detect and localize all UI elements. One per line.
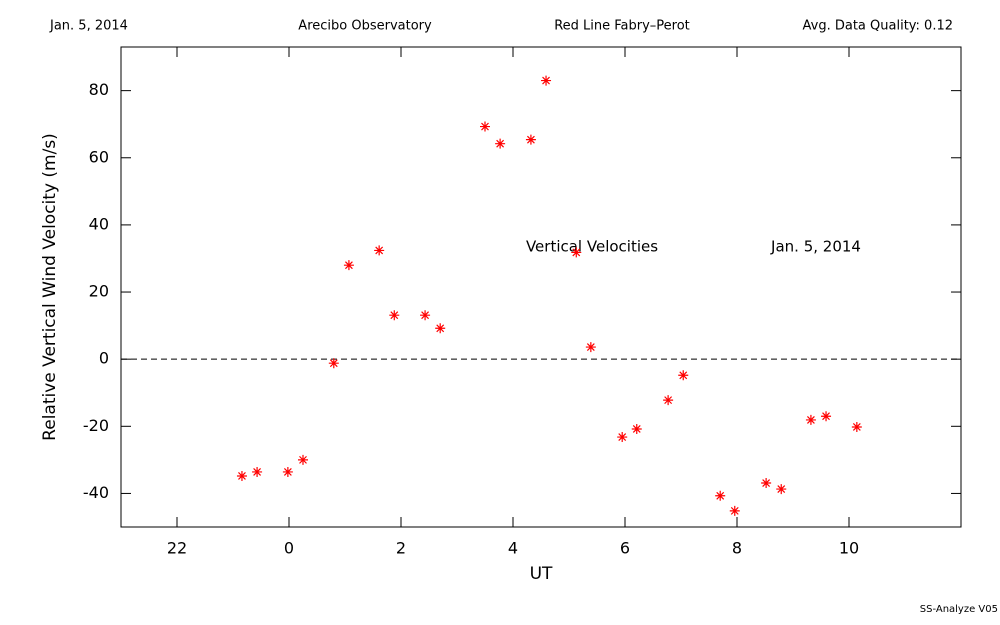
data-point: [617, 432, 628, 443]
x-tick-label: 10: [839, 539, 859, 558]
plot-frame: [120, 46, 962, 528]
data-point: [389, 310, 400, 321]
data-point: [761, 478, 772, 489]
data-point: [663, 395, 674, 406]
x-axis-label: UT: [530, 564, 553, 584]
y-axis-label: Relative Vertical Wind Velocity (m/s): [40, 133, 60, 441]
data-point: [420, 310, 431, 321]
data-point: [571, 247, 582, 258]
data-point: [252, 466, 263, 477]
y-tick-label: 60: [89, 147, 109, 166]
data-point: [328, 358, 339, 369]
data-point: [851, 421, 862, 432]
data-point: [631, 423, 642, 434]
data-point: [729, 505, 740, 516]
header-instrument: Red Line Fabry–Perot: [554, 19, 690, 34]
data-point: [298, 454, 308, 465]
y-tick-label: 0: [99, 349, 109, 368]
data-point: [495, 138, 506, 149]
y-tick-label: 40: [89, 214, 109, 233]
data-point: [525, 134, 536, 145]
header-date: Jan. 5, 2014: [49, 19, 128, 34]
x-tick-label: 22: [167, 539, 187, 558]
y-tick-label: -40: [83, 483, 109, 502]
y-tick-label: 80: [89, 80, 109, 99]
x-tick-label: 4: [508, 539, 518, 558]
data-point: [343, 260, 354, 271]
data-point: [821, 411, 832, 422]
data-point: [776, 484, 787, 495]
x-tick-label: 0: [284, 539, 294, 558]
annotation: Vertical Velocities: [526, 238, 658, 256]
x-tick-label: 8: [732, 539, 742, 558]
data-point: [541, 75, 552, 86]
header-quality: Avg. Data Quality: 0.12: [803, 19, 953, 34]
y-tick-label: -20: [83, 416, 109, 435]
data-point: [585, 342, 596, 353]
data-point: [435, 323, 446, 334]
y-tick-label: 20: [89, 282, 109, 301]
x-tick-label: 2: [396, 539, 406, 558]
data-point: [374, 245, 385, 256]
data-point: [480, 121, 490, 132]
header-site: Arecibo Observatory: [298, 19, 432, 34]
x-tick-label: 6: [620, 539, 630, 558]
data-point: [715, 490, 726, 501]
data-point: [805, 414, 816, 425]
annotation: Jan. 5, 2014: [770, 238, 861, 256]
footer: SS-Analyze V05: [920, 604, 998, 615]
data-point: [678, 370, 689, 381]
data-point: [282, 466, 293, 477]
data-point: [236, 470, 247, 481]
